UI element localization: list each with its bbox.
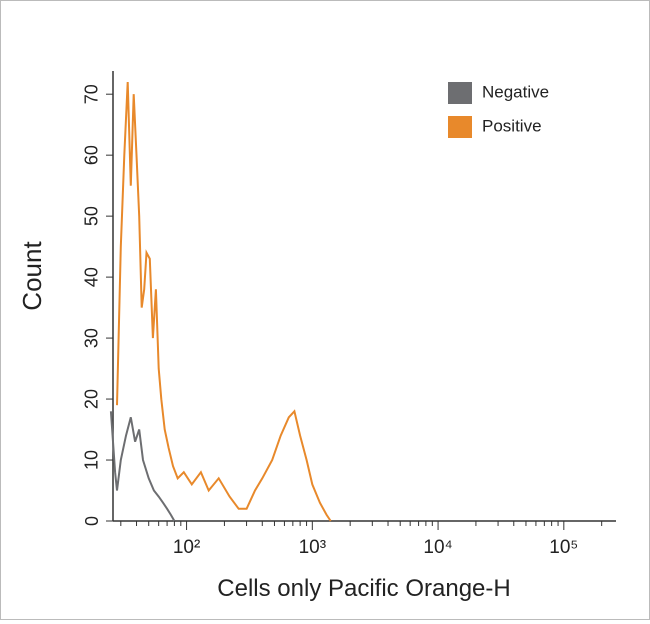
x-tick-label: 10² — [173, 537, 200, 558]
x-tick-label: 10³ — [299, 537, 326, 558]
y-tick-label: 0 — [82, 516, 102, 526]
legend-label: Positive — [482, 116, 542, 135]
x-tick-label: 10⁴ — [423, 537, 452, 558]
y-tick-label: 60 — [82, 145, 102, 165]
x-tick-label: 10⁵ — [549, 537, 578, 558]
series-line — [116, 81, 332, 522]
legend-label: Negative — [482, 82, 549, 101]
legend-swatch — [448, 116, 472, 138]
y-tick-label: 10 — [82, 450, 102, 470]
legend-swatch — [448, 82, 472, 104]
y-tick-label: 20 — [82, 389, 102, 409]
y-tick-label: 40 — [82, 267, 102, 287]
y-axis-label: Count — [17, 241, 47, 311]
y-tick-label: 50 — [82, 206, 102, 226]
series-line — [109, 411, 176, 522]
x-axis-label: Cells only Pacific Orange-H — [217, 575, 510, 602]
y-tick-label: 30 — [82, 328, 102, 348]
y-tick-label: 70 — [82, 84, 102, 104]
